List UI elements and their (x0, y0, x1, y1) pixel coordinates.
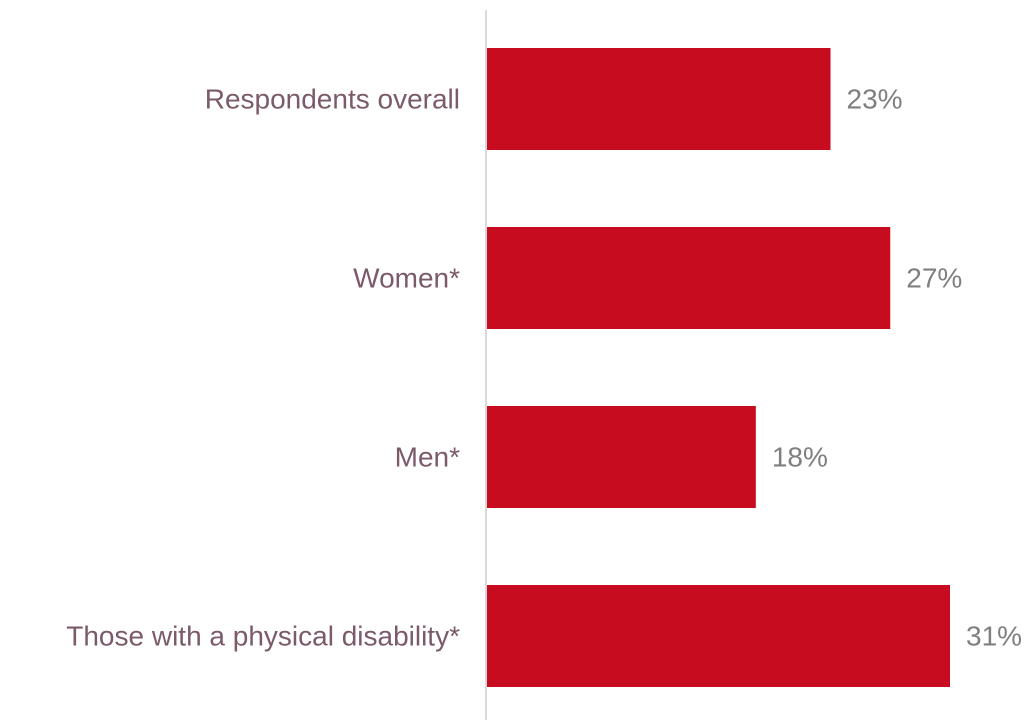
category-label-3: Those with a physical disability* (66, 621, 460, 652)
category-label-0: Respondents overall (205, 84, 460, 115)
bar-2 (487, 406, 756, 508)
category-labels: Respondents overall Women* Men* Those with … (66, 84, 460, 652)
category-label-1: Women* (353, 263, 460, 294)
value-label-2: 18% (772, 442, 828, 473)
category-label-2: Men* (395, 442, 460, 473)
value-label-1: 27% (906, 263, 962, 294)
bar-1 (487, 227, 891, 329)
bar-3 (487, 585, 950, 687)
value-label-3: 31% (966, 621, 1022, 652)
bar-0 (487, 48, 831, 150)
value-labels: 23% 27% 18% 31% (772, 84, 1022, 652)
bars-group (487, 48, 950, 687)
value-label-0: 23% (847, 84, 903, 115)
